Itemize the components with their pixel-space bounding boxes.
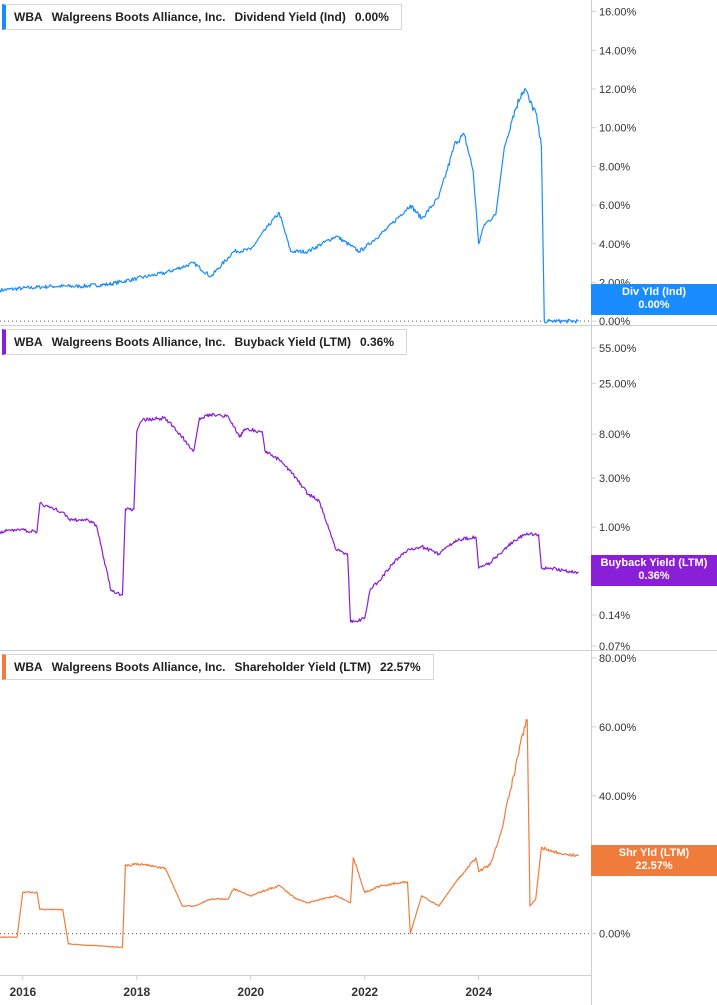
y-tick-label: 4.00% — [599, 239, 630, 251]
dividend-yield-legend[interactable]: WBA Walgreens Boots Alliance, Inc. Divid… — [2, 4, 402, 30]
y-tick-label: 12.00% — [599, 84, 637, 96]
x-tick-label: 2024 — [465, 985, 492, 999]
series-line-2 — [0, 719, 579, 948]
y-tick-label: 25.00% — [599, 378, 637, 390]
ticker-label: WBA — [14, 10, 43, 24]
y-tick-label: 40.00% — [599, 791, 637, 803]
series-title: Dividend Yield (Ind) — [234, 10, 346, 24]
series-line-1 — [0, 412, 579, 624]
shareholder-yield-badge: Shr Yld (LTM) 22.57% — [591, 845, 717, 876]
y-tick-label: 14.00% — [599, 45, 637, 57]
badge-value: 22.57% — [635, 860, 673, 872]
y-tick-label: 0.00% — [599, 316, 630, 328]
company-label: Walgreens Boots Alliance, Inc. — [51, 10, 226, 24]
ticker-label: WBA — [14, 660, 43, 674]
company-label: Walgreens Boots Alliance, Inc. — [51, 335, 226, 349]
y-tick-label: 8.00% — [599, 429, 630, 441]
x-tick-label: 2018 — [123, 985, 150, 999]
y-tick-label: 0.07% — [599, 641, 630, 653]
y-tick-label: 6.00% — [599, 200, 630, 212]
y-tick-label: 3.00% — [599, 473, 630, 485]
badge-value: 0.36% — [638, 570, 670, 582]
badge-value: 0.00% — [638, 299, 670, 311]
shareholder-yield-legend[interactable]: WBA Walgreens Boots Alliance, Inc. Share… — [2, 654, 434, 680]
buyback-yield-badge: Buyback Yield (LTM) 0.36% — [591, 555, 717, 586]
company-label: Walgreens Boots Alliance, Inc. — [51, 660, 226, 674]
badge-name: Shr Yld (LTM) — [618, 847, 690, 859]
badge-name: Buyback Yield (LTM) — [600, 557, 708, 569]
y-tick-label: 80.00% — [599, 653, 637, 665]
series-value: 0.00% — [354, 10, 389, 24]
y-tick-label: 8.00% — [599, 161, 630, 173]
y-tick-label: 60.00% — [599, 722, 637, 734]
y-tick-label: 55.00% — [599, 343, 637, 355]
badge-name: Div Yld (Ind) — [622, 286, 686, 298]
y-tick-label: 0.14% — [599, 610, 630, 622]
x-tick-label: 2022 — [351, 985, 378, 999]
buyback-yield-legend[interactable]: WBA Walgreens Boots Alliance, Inc. Buyba… — [2, 329, 407, 355]
ticker-label: WBA — [14, 335, 43, 349]
series-line-0 — [0, 88, 579, 324]
y-tick-label: 16.00% — [599, 7, 637, 19]
series-title: Shareholder Yield (LTM) — [234, 660, 371, 674]
x-tick-label: 2016 — [9, 985, 36, 999]
y-tick-label: 10.00% — [599, 123, 637, 135]
x-tick-label: 2020 — [237, 985, 264, 999]
series-title: Buyback Yield (LTM) — [234, 335, 351, 349]
y-tick-label: 1.00% — [599, 522, 630, 534]
series-value: 22.57% — [379, 660, 421, 674]
y-tick-label: 0.00% — [599, 929, 630, 941]
dividend-yield-badge: Div Yld (Ind) 0.00% — [591, 284, 717, 315]
series-value: 0.36% — [359, 335, 394, 349]
